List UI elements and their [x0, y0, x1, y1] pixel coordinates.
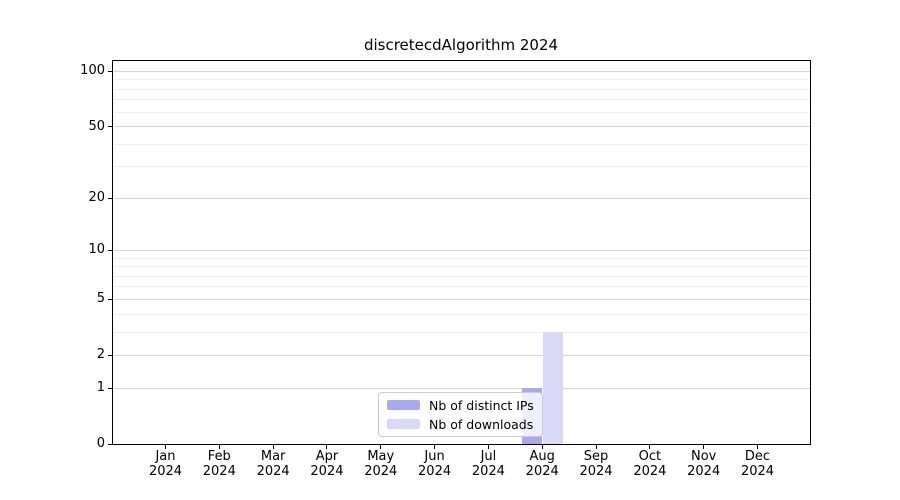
y-tick-label: 100 — [80, 63, 105, 79]
x-tick-mark — [165, 445, 166, 449]
x-tick-mark — [326, 445, 328, 449]
y-gridline-minor — [113, 143, 810, 145]
x-tick-mark — [434, 445, 436, 449]
x-tick-mark — [757, 445, 758, 449]
y-gridline-minor — [113, 313, 810, 315]
y-tick-mark — [108, 126, 112, 128]
legend-label-downloads: Nb of downloads — [429, 416, 534, 432]
y-tick-mark — [108, 387, 112, 389]
y-tick-mark — [108, 197, 112, 199]
y-gridline-major — [113, 298, 810, 300]
x-tick-label: Jan 2024 — [148, 449, 183, 479]
x-tick-mark — [595, 445, 597, 449]
x-tick-label: Aug 2024 — [525, 449, 559, 479]
x-tick-mark — [649, 445, 651, 449]
y-gridline-minor — [113, 166, 810, 168]
y-gridline-major — [113, 249, 810, 251]
y-gridline-major — [113, 197, 810, 199]
x-tick-label: Oct 2024 — [633, 449, 667, 479]
y-gridline-minor — [113, 79, 810, 81]
x-tick-label: Mar 2024 — [256, 449, 290, 479]
y-tick-label: 10 — [88, 242, 105, 258]
plot-area — [112, 60, 811, 445]
y-gridline-major — [113, 387, 810, 389]
y-tick-label: 20 — [88, 190, 105, 206]
legend-item-distinct-ips: Nb of distinct IPs — [387, 398, 534, 413]
x-tick-label: Nov 2024 — [687, 449, 721, 479]
bar-downloads-aug — [542, 332, 563, 444]
y-gridline-major — [113, 126, 810, 128]
y-gridline-minor — [113, 257, 810, 259]
y-tick-mark — [108, 249, 112, 251]
y-tick-label: 2 — [96, 347, 105, 363]
legend-swatch-distinct-ips — [387, 400, 420, 410]
y-gridline-minor — [113, 286, 810, 288]
x-tick-label: Sep 2024 — [579, 449, 613, 479]
y-gridline-minor — [113, 88, 810, 90]
y-tick-label: 0 — [96, 436, 105, 451]
x-tick-label: Apr 2024 — [310, 449, 344, 479]
x-tick-mark — [272, 445, 274, 449]
x-tick-mark — [380, 445, 382, 449]
chart-title: discretecdAlgorithm 2024 — [363, 36, 559, 54]
x-tick-mark — [487, 445, 489, 449]
y-gridline-minor — [113, 111, 810, 113]
legend-label-distinct-ips: Nb of distinct IPs — [429, 397, 534, 413]
y-tick-mark — [108, 443, 112, 445]
x-tick-label: Jun 2024 — [418, 449, 452, 479]
y-gridline-minor — [113, 331, 810, 333]
legend-item-downloads: Nb of downloads — [387, 417, 534, 432]
y-gridline-major — [113, 70, 810, 72]
x-tick-label: Jul 2024 — [471, 449, 505, 479]
y-gridline-minor — [113, 99, 810, 101]
y-tick-label: 50 — [88, 118, 105, 134]
x-tick-mark — [218, 445, 220, 449]
y-gridline-minor — [113, 266, 810, 268]
x-tick-mark — [541, 445, 543, 449]
x-tick-label: Dec 2024 — [740, 449, 775, 479]
x-tick-label: Feb 2024 — [202, 449, 236, 479]
y-gridline-minor — [113, 275, 810, 277]
y-tick-mark — [108, 70, 112, 72]
y-tick-label: 5 — [96, 291, 105, 307]
y-tick-label: 1 — [96, 380, 105, 396]
y-tick-mark — [108, 298, 112, 300]
legend: Nb of distinct IPs Nb of downloads — [378, 392, 543, 437]
x-tick-label: May 2024 — [364, 449, 398, 479]
x-tick-mark — [703, 445, 705, 449]
legend-swatch-downloads — [387, 419, 420, 429]
y-tick-mark — [108, 354, 112, 356]
y-gridline-major — [113, 354, 810, 356]
